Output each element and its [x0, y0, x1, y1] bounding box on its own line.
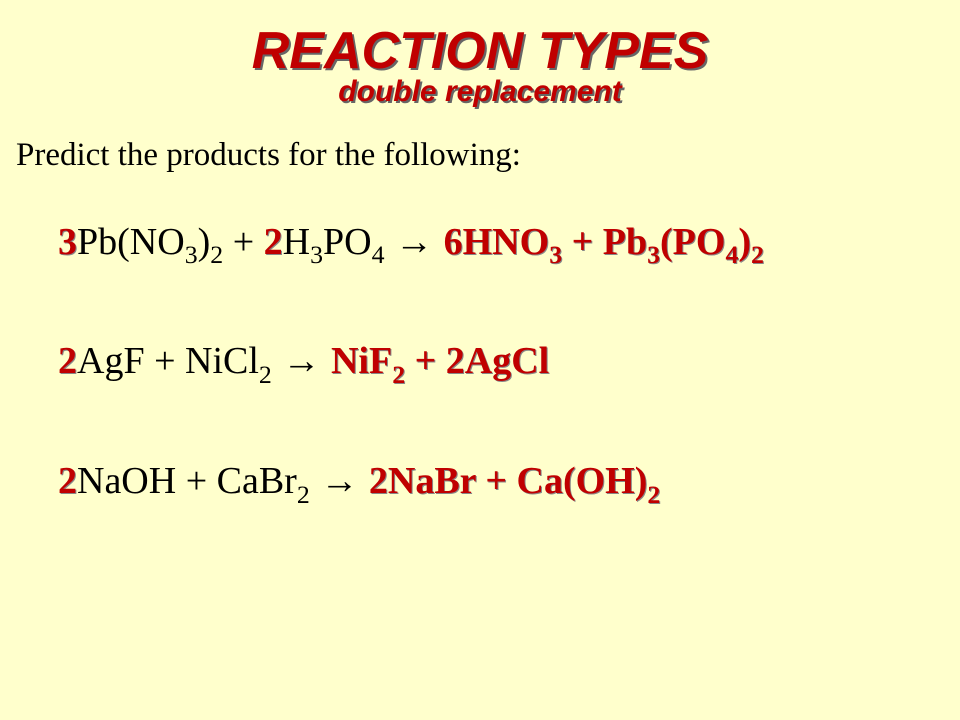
- formula-token: AgF + NiCl: [77, 340, 259, 382]
- formula-token: H: [283, 221, 310, 263]
- equation-1: 3Pb(NO3)2 + 2H3PO4 → 6HNO3 + Pb3(PO4)2: [58, 220, 930, 270]
- formula-token: +: [405, 340, 446, 382]
- equation-list: 3Pb(NO3)2 + 2H3PO4 → 6HNO3 + Pb3(PO4)2 2…: [30, 220, 930, 509]
- subscript: 2: [297, 480, 310, 509]
- formula-token: + Pb: [562, 221, 647, 263]
- formula-token: ): [198, 221, 211, 263]
- slide-title: REACTION TYPES: [30, 24, 930, 79]
- formula-token: 2: [58, 340, 77, 382]
- formula-token: 2: [58, 460, 77, 502]
- formula-token: 2: [264, 221, 283, 263]
- slide-subtitle: double replacement: [30, 75, 930, 109]
- subscript: 2: [210, 240, 223, 269]
- formula-token: HNO: [463, 221, 550, 263]
- formula-token: NaBr + Ca(OH): [388, 460, 648, 502]
- formula-token: 2: [369, 460, 388, 502]
- subscript: 3: [310, 240, 323, 269]
- subscript: 2: [392, 360, 405, 389]
- formula-token: NiF: [331, 340, 392, 382]
- subscript: 4: [372, 240, 385, 269]
- subscript: 2: [751, 240, 764, 269]
- formula-token: 2: [446, 340, 465, 382]
- formula-token: →: [385, 221, 444, 263]
- slide: REACTION TYPES double replacement Predic…: [0, 0, 960, 720]
- subscript: 3: [185, 240, 198, 269]
- equation-3: 2NaOH + CaBr2 → 2NaBr + Ca(OH)2: [58, 459, 930, 509]
- formula-token: 3: [58, 221, 77, 263]
- formula-token: +: [223, 221, 263, 263]
- formula-token: 6: [444, 221, 463, 263]
- prompt-text: Predict the products for the following:: [16, 137, 930, 174]
- formula-token: PO: [323, 221, 372, 263]
- formula-token: NaOH + CaBr: [77, 460, 297, 502]
- formula-token: ): [738, 221, 751, 263]
- subscript: 3: [549, 240, 562, 269]
- formula-token: (PO: [660, 221, 725, 263]
- subscript: 2: [647, 480, 660, 509]
- subscript: 3: [647, 240, 660, 269]
- formula-token: Pb(NO: [77, 221, 185, 263]
- subscript: 2: [259, 360, 272, 389]
- formula-token: →: [272, 340, 331, 382]
- equation-2: 2AgF + NiCl2 → NiF2 + 2AgCl: [58, 339, 930, 389]
- formula-token: →: [310, 460, 369, 502]
- formula-token: AgCl: [465, 340, 549, 382]
- subscript: 4: [725, 240, 738, 269]
